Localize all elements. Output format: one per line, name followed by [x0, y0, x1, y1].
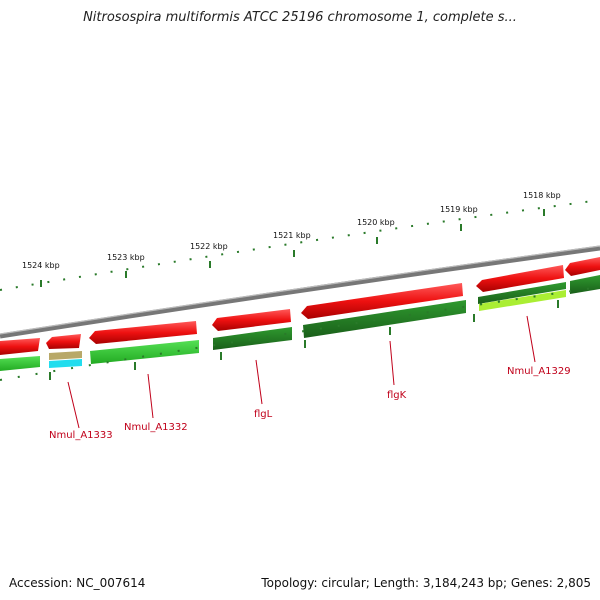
backbone-ring: [0, 245, 600, 339]
scale-tick-1519: 1519 kbp: [440, 205, 478, 231]
gene-track: [0, 275, 600, 371]
gene-block[interactable]: [303, 300, 466, 338]
gene-block[interactable]: [479, 290, 566, 311]
gene-block[interactable]: [49, 359, 82, 368]
accession-text: Accession: NC_007614: [9, 576, 146, 590]
map-title: Nitrosospira multiformis ATCC 25196 chro…: [83, 10, 517, 25]
cds-arrow[interactable]: [301, 283, 463, 319]
scale-ticks: 1524 kbp 1523 kbp 1522 kbp 1521 kbp 1520…: [22, 191, 561, 287]
scale-tick-label: 1524 kbp: [22, 261, 60, 270]
gene-block[interactable]: [0, 356, 40, 371]
gene-block[interactable]: [213, 327, 292, 350]
cds-arrow[interactable]: [46, 334, 81, 349]
scale-tick-label: 1521 kbp: [273, 231, 311, 240]
gene-block[interactable]: [570, 275, 600, 294]
scale-tick-1520: 1520 kbp: [357, 218, 395, 244]
backbone-highlight: [0, 245, 600, 335]
scale-tick-1522: 1522 kbp: [190, 242, 228, 268]
gene-label-nmul-a1329[interactable]: Nmul_A1329: [507, 315, 571, 377]
gene-label-flgl[interactable]: flgL: [254, 359, 273, 420]
inner-major-ticks: [49, 300, 559, 380]
genome-summary-text: Topology: circular; Length: 3,184,243 bp…: [261, 576, 591, 590]
gene-label-flgk[interactable]: flgK: [387, 340, 407, 401]
scale-tick-label: 1519 kbp: [440, 205, 478, 214]
cds-arrow[interactable]: [89, 321, 197, 344]
scale-tick-label: 1520 kbp: [357, 218, 395, 227]
scale-tick-label: 1523 kbp: [107, 253, 145, 262]
gene-block[interactable]: [90, 340, 199, 364]
cds-arrow[interactable]: [212, 309, 291, 331]
gene-label-nmul-a1333[interactable]: Nmul_A1333: [49, 381, 113, 441]
scale-tick-1523: 1523 kbp: [107, 253, 145, 278]
cds-arrow[interactable]: [476, 265, 564, 292]
cds-arrow[interactable]: [0, 338, 40, 355]
gene-block[interactable]: [49, 351, 82, 360]
gene-label-text: Nmul_A1333: [49, 430, 113, 441]
scale-tick-label: 1522 kbp: [190, 242, 228, 251]
scale-tick-1521: 1521 kbp: [273, 231, 311, 257]
gene-labels: Nmul_A1333 Nmul_A1332 flgL flgK Nmul_A13…: [49, 315, 571, 441]
gene-label-text: flgL: [254, 409, 273, 420]
gene-block[interactable]: [478, 282, 566, 304]
cds-arrow[interactable]: [565, 257, 600, 276]
scale-tick-1518: 1518 kbp: [523, 191, 561, 216]
gene-label-nmul-a1332[interactable]: Nmul_A1332: [124, 373, 188, 433]
gene-label-text: Nmul_A1329: [507, 366, 571, 377]
gene-label-text: flgK: [387, 390, 407, 401]
gene-label-text: Nmul_A1332: [124, 422, 188, 433]
inner-tick-ring: [0, 286, 600, 381]
scale-tick-label: 1518 kbp: [523, 191, 561, 200]
scale-tick-1524: 1524 kbp: [22, 261, 60, 287]
forward-cds-track: [0, 257, 600, 355]
